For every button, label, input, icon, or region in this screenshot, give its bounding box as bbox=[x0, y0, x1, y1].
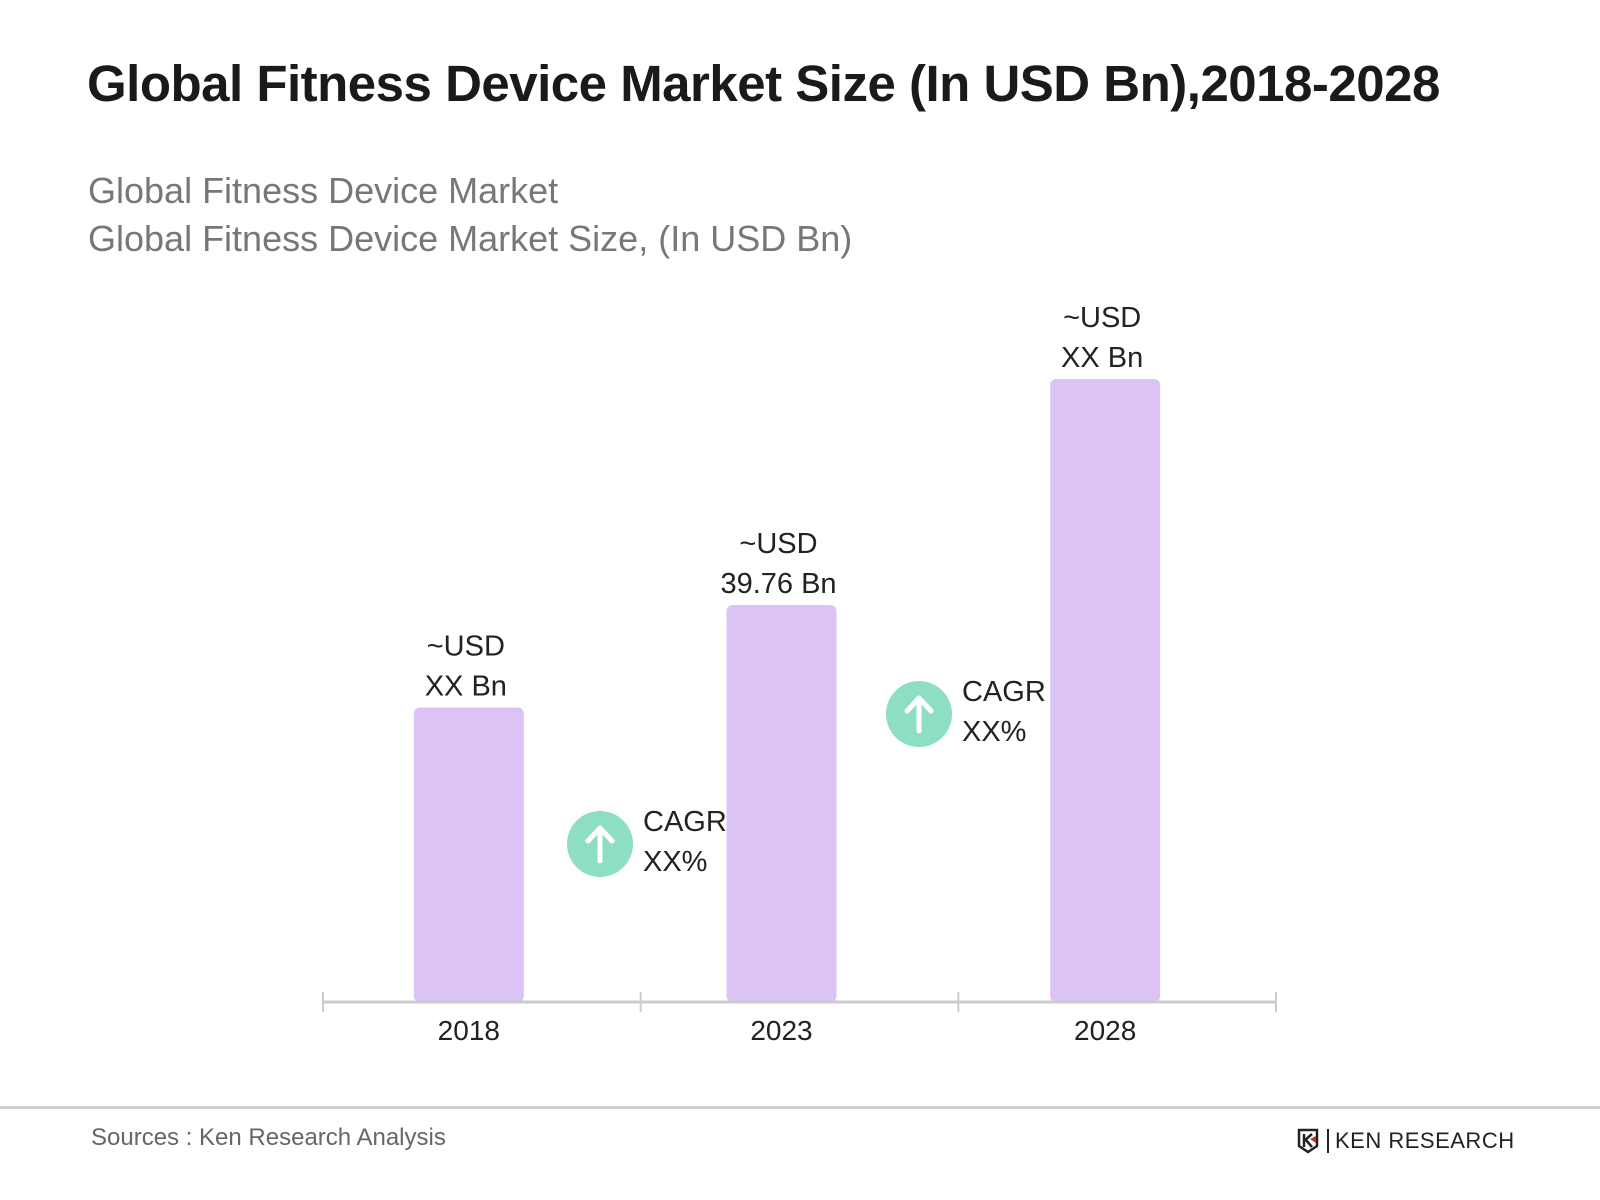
cagr-label: CAGR bbox=[962, 676, 1046, 708]
x-tick-label-2023: 2023 bbox=[750, 1015, 812, 1046]
ken-research-logo: KEN RESEARCH bbox=[1297, 1128, 1515, 1154]
arrow-up-icon bbox=[585, 825, 615, 864]
data-label-2023: 39.76 Bn bbox=[720, 568, 836, 600]
data-label-2018: ~USD bbox=[427, 630, 505, 662]
data-label-2028: ~USD bbox=[1063, 302, 1141, 334]
data-label-2028: XX Bn bbox=[1061, 342, 1143, 374]
cagr-label: CAGR bbox=[643, 806, 727, 838]
bar-2028 bbox=[1050, 378, 1161, 1002]
source-note: Sources : Ken Research Analysis bbox=[91, 1124, 446, 1151]
ken-logo-icon bbox=[1297, 1128, 1319, 1154]
data-label-2023: ~USD bbox=[739, 528, 817, 560]
x-tick-label-2028: 2028 bbox=[1074, 1015, 1136, 1046]
bar-2023 bbox=[726, 605, 837, 1002]
logo-text: KEN RESEARCH bbox=[1335, 1128, 1515, 1153]
chart-subtitle-units: Global Fitness Device Market Size, (In U… bbox=[88, 218, 853, 259]
chart-title: Global Fitness Device Market Size (In US… bbox=[87, 55, 1440, 112]
bar-chart: 2018 ~USD XX Bn 2023 ~USD 39.76 Bn 2028 ~USD XX … bbox=[322, 302, 1277, 1046]
chart-subtitle: Global Fitness Device Market bbox=[88, 170, 559, 211]
x-tick-label-2018: 2018 bbox=[438, 1015, 500, 1046]
data-label-2018: XX Bn bbox=[425, 670, 507, 702]
arrow-up-icon bbox=[904, 695, 934, 734]
cagr-label: XX% bbox=[643, 846, 707, 878]
footer-divider bbox=[0, 1106, 1600, 1109]
cagr-label: XX% bbox=[962, 716, 1026, 748]
bar-2018 bbox=[413, 707, 524, 1002]
